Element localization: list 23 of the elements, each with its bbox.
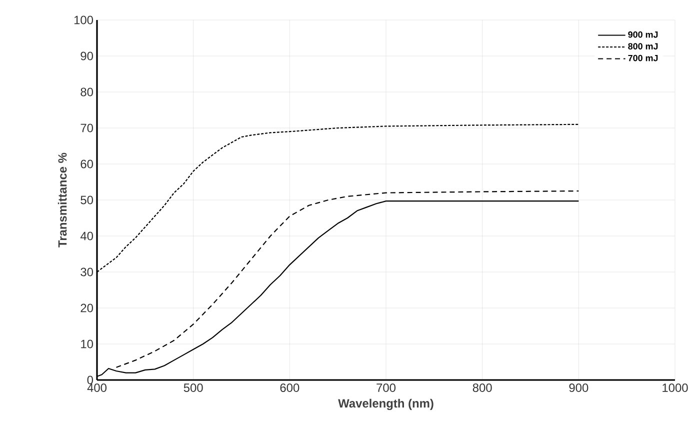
y-tick-label: 30 xyxy=(80,268,94,276)
x-tick-label: 500 xyxy=(184,384,203,392)
x-tick-label: 600 xyxy=(280,384,300,392)
x-tick-label: 1000 xyxy=(662,384,688,392)
x-axis-title: Wavelength (nm) xyxy=(338,398,434,410)
y-tick-label: 90 xyxy=(80,52,94,60)
x-tick-label: 700 xyxy=(376,384,396,392)
legend-label: 700 mJ xyxy=(628,54,658,62)
y-axis-title: Transmittance % xyxy=(58,152,67,248)
y-tick-label: 20 xyxy=(80,304,94,312)
y-tick-label: 60 xyxy=(80,160,94,168)
legend-label: 900 mJ xyxy=(628,31,658,38)
y-tick-label: 0 xyxy=(87,376,94,384)
y-tick-label: 100 xyxy=(74,16,94,24)
y-tick-label: 80 xyxy=(80,88,94,96)
y-tick-label: 70 xyxy=(80,124,94,132)
x-tick-label: 900 xyxy=(569,384,588,392)
y-tick-label: 10 xyxy=(81,340,94,348)
y-tick-label: 40 xyxy=(80,232,94,240)
x-tick-label: 800 xyxy=(472,384,492,392)
y-tick-label: 50 xyxy=(80,196,94,204)
x-tick-label: 400 xyxy=(87,384,107,392)
legend-label: 800 mJ xyxy=(628,43,658,50)
